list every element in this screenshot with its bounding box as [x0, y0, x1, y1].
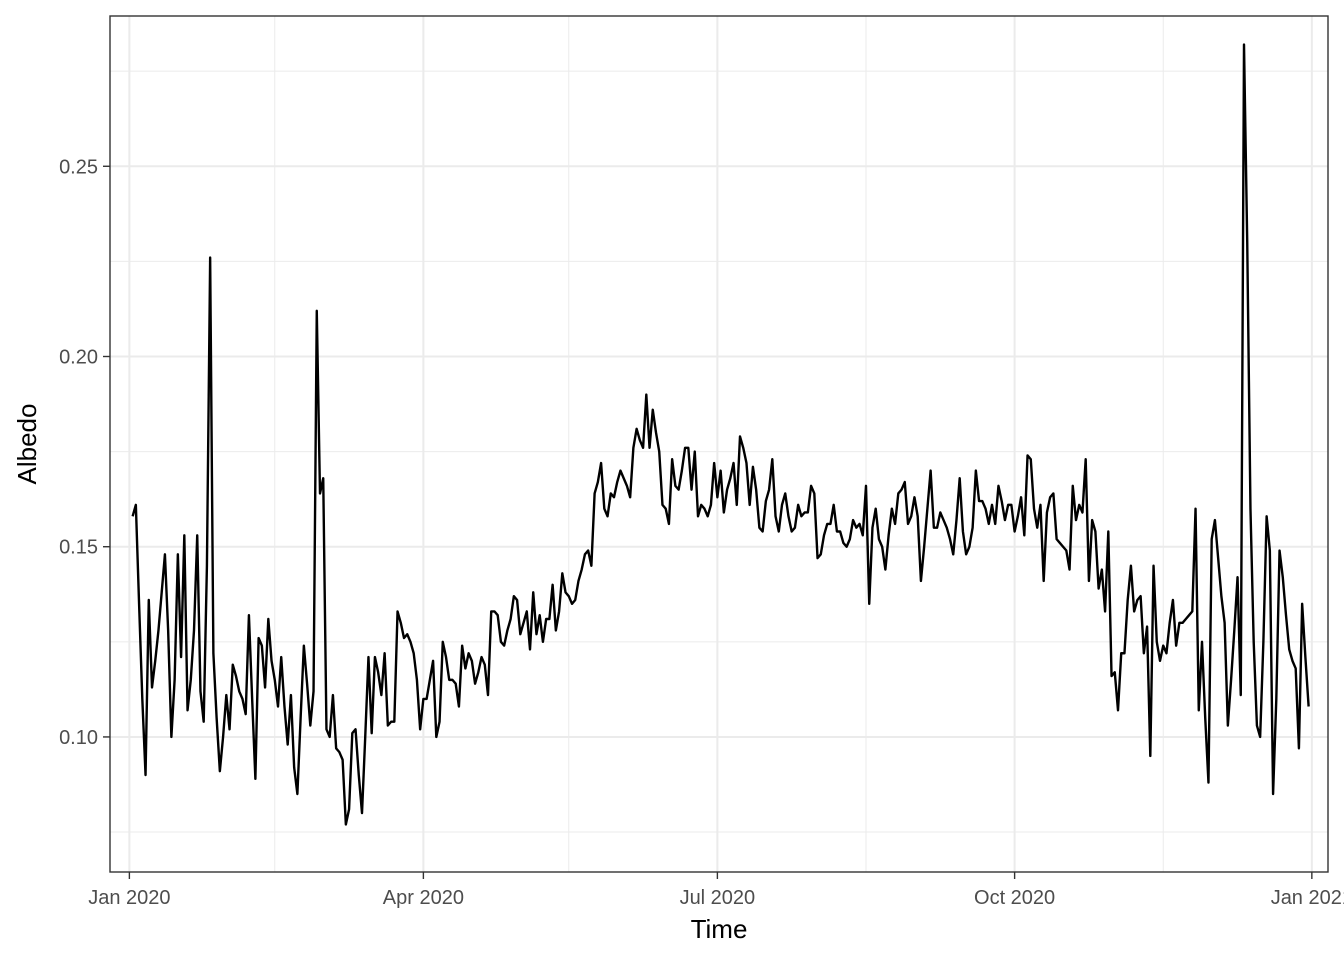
x-tick-label: Apr 2020	[383, 887, 464, 909]
x-axis: Jan 2020 Apr 2020 Jul 2020 Oct 2020 Jan 2021	[88, 872, 1344, 909]
plot-panel-background	[110, 16, 1328, 872]
major-gridlines	[110, 16, 1328, 872]
plot-panel-border	[109, 15, 1329, 873]
x-tick-label: Oct 2020	[974, 887, 1055, 909]
y-axis-title: Albedo	[12, 404, 42, 485]
y-axis: 0.10 0.15 0.20 0.25	[59, 156, 110, 749]
x-axis-title: Time	[691, 914, 748, 944]
y-tick-label: 0.25	[59, 156, 98, 178]
x-tick-label: Jan 2020	[88, 887, 170, 909]
x-tick-label: Jul 2020	[680, 887, 756, 909]
y-tick-label: 0.10	[59, 727, 98, 749]
albedo-series-line	[131, 43, 1310, 826]
y-tick-label: 0.20	[59, 346, 98, 368]
y-tick-label: 0.15	[59, 537, 98, 559]
x-tick-label: Jan 2021	[1271, 887, 1344, 909]
